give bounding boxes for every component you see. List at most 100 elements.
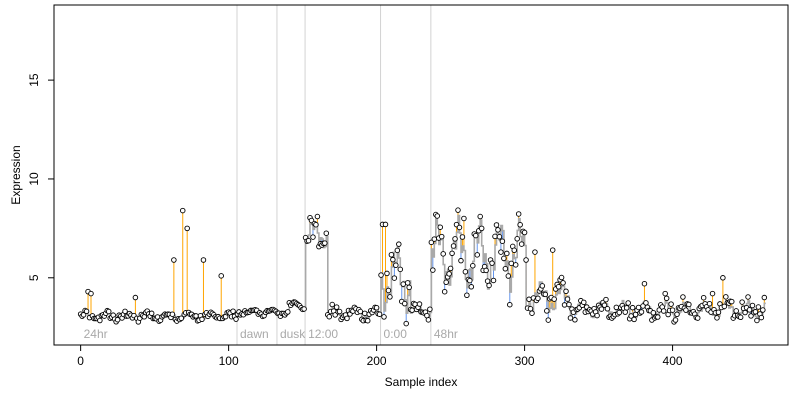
data-point xyxy=(495,227,501,233)
data-point xyxy=(504,250,510,257)
data-point xyxy=(468,284,475,290)
data-point xyxy=(655,314,661,320)
data-point xyxy=(400,281,406,287)
data-point xyxy=(477,213,483,220)
data-point xyxy=(461,215,467,222)
data-point xyxy=(742,309,748,316)
data-point xyxy=(193,313,199,319)
data-point xyxy=(364,317,371,324)
data-point xyxy=(446,271,452,277)
data-point xyxy=(594,312,600,319)
data-point xyxy=(178,315,185,321)
data-point xyxy=(496,234,503,240)
data-point xyxy=(603,296,609,303)
data-point xyxy=(378,272,384,278)
data-point xyxy=(499,238,506,244)
data-point xyxy=(427,306,433,312)
data-point xyxy=(511,247,517,254)
data-point xyxy=(515,211,522,217)
x-tick-label: 400 xyxy=(663,354,683,368)
data-point xyxy=(391,275,398,281)
data-point xyxy=(507,301,513,308)
data-point xyxy=(558,274,565,281)
data-point xyxy=(492,233,498,240)
data-point xyxy=(563,288,569,295)
data-point xyxy=(629,304,636,311)
data-point xyxy=(672,317,679,323)
data-point xyxy=(539,283,546,289)
data-point xyxy=(179,207,186,214)
data-point xyxy=(686,301,692,308)
y-tick-label: 5 xyxy=(27,274,41,281)
data-point xyxy=(467,277,473,284)
x-tick-label: 200 xyxy=(367,354,387,368)
region-labels: 24hr dawn dusk 12:00 0:00 48hr xyxy=(84,327,458,341)
data-point xyxy=(613,304,620,311)
data-point xyxy=(545,317,552,323)
data-point xyxy=(625,300,631,306)
y-tick-label: 10 xyxy=(27,172,41,186)
data-point xyxy=(567,315,574,321)
data-point xyxy=(746,307,753,313)
data-point xyxy=(490,277,497,284)
data-point xyxy=(680,294,686,300)
data-point xyxy=(752,309,759,315)
data-point xyxy=(425,317,432,323)
data-point xyxy=(434,213,441,219)
data-point xyxy=(397,266,404,273)
x-axis: 0 100 200 300 400 xyxy=(77,344,683,368)
data-point xyxy=(631,316,637,323)
data-point xyxy=(616,309,623,316)
region-label: 0:00 xyxy=(384,327,408,341)
data-point xyxy=(551,296,557,302)
data-point xyxy=(564,296,571,302)
data-point xyxy=(755,304,762,310)
data-point xyxy=(739,299,745,305)
data-point xyxy=(106,308,112,315)
data-point xyxy=(455,207,461,213)
data-point xyxy=(310,234,316,240)
data-point xyxy=(326,313,333,320)
data-point xyxy=(450,243,457,249)
data-point xyxy=(745,294,751,300)
data-point xyxy=(333,304,340,310)
data-point xyxy=(514,236,520,242)
data-point xyxy=(598,306,605,312)
data-point xyxy=(122,308,128,315)
data-point xyxy=(523,257,529,263)
data-point xyxy=(443,279,449,286)
data-point xyxy=(505,273,512,279)
data-point xyxy=(650,309,657,316)
region-label: 24hr xyxy=(84,327,108,341)
x-axis-title: Sample index xyxy=(385,375,458,389)
data-point xyxy=(132,294,139,301)
data-point xyxy=(314,213,321,220)
data-point xyxy=(199,316,205,323)
data-point xyxy=(474,252,480,258)
data-point xyxy=(526,296,532,303)
data-point xyxy=(720,275,726,281)
data-point xyxy=(401,300,408,307)
data-point xyxy=(660,308,667,314)
data-point xyxy=(709,290,716,297)
x-tick-label: 300 xyxy=(515,354,535,368)
data-point xyxy=(362,310,368,317)
data-point xyxy=(555,284,562,290)
plot-frame xyxy=(53,4,789,346)
data-point xyxy=(527,306,534,312)
data-point xyxy=(714,315,720,321)
data-point xyxy=(754,317,760,324)
data-point xyxy=(385,287,392,294)
data-point xyxy=(376,311,383,317)
data-point xyxy=(663,295,670,302)
data-point xyxy=(668,301,674,307)
data-point xyxy=(403,320,409,327)
data-point xyxy=(532,249,538,255)
data-point xyxy=(428,239,435,246)
data-point xyxy=(566,301,572,308)
data-point xyxy=(381,314,387,320)
data-point xyxy=(148,310,155,317)
data-point xyxy=(88,290,94,297)
data-point xyxy=(441,288,448,295)
